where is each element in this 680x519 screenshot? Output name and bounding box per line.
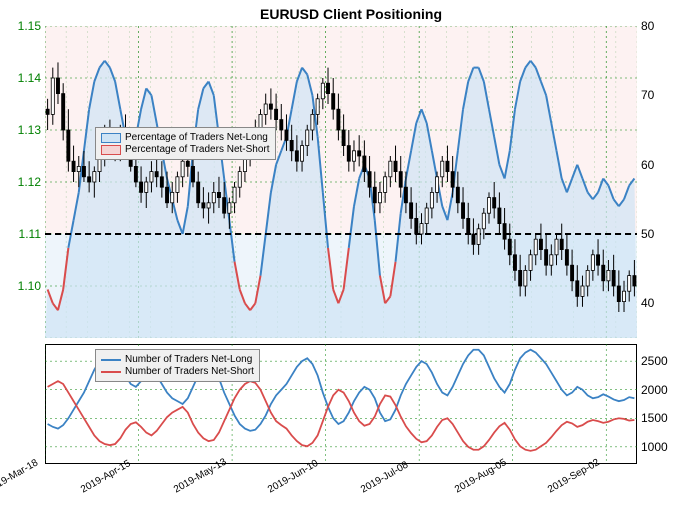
legend-item: Number of Traders Net-Short (101, 366, 254, 377)
axis-tick-label: 50 (641, 227, 680, 241)
axis-tick-label: 1.15 (1, 19, 41, 33)
axis-tick-label: 2500 (641, 354, 680, 368)
legend-swatch (101, 145, 121, 155)
axis-tick-label: 80 (641, 19, 680, 33)
legend-item: Number of Traders Net-Long (101, 354, 254, 365)
axis-tick-label: 1.10 (1, 279, 41, 293)
legend-label: Percentage of Traders Net-Short (125, 144, 270, 155)
x-axis-label: 2019-Mar-18 (0, 457, 40, 495)
axis-tick-label: 60 (641, 158, 680, 172)
legend-item: Percentage of Traders Net-Short (101, 144, 270, 155)
axis-tick-label: 2000 (641, 383, 680, 397)
legend-line (101, 371, 121, 373)
axis-tick-label: 1.14 (1, 71, 41, 85)
axis-tick-label: 1500 (641, 411, 680, 425)
x-axis-label: 2019-Jul-08 (359, 460, 410, 496)
axis-tick-label: 1000 (641, 440, 680, 454)
axis-tick-label: 70 (641, 88, 680, 102)
main-plot-svg (45, 26, 637, 338)
axis-tick-label: 40 (641, 296, 680, 310)
legend-swatch (101, 133, 121, 143)
legend-label: Number of Traders Net-Long (125, 354, 252, 365)
legend-label: Percentage of Traders Net-Long (125, 132, 268, 143)
chart-container: EURUSD Client Positioning Percentage of … (0, 0, 680, 519)
legend-line (101, 359, 121, 361)
legend-sub: Number of Traders Net-LongNumber of Trad… (95, 349, 260, 382)
axis-tick-label: 1.13 (1, 123, 41, 137)
legend-main: Percentage of Traders Net-LongPercentage… (95, 127, 276, 160)
chart-title: EURUSD Client Positioning (260, 6, 442, 22)
legend-item: Percentage of Traders Net-Long (101, 132, 270, 143)
axis-tick-label: 1.11 (1, 227, 41, 241)
legend-label: Number of Traders Net-Short (125, 366, 254, 377)
axis-tick-label: 1.12 (1, 175, 41, 189)
